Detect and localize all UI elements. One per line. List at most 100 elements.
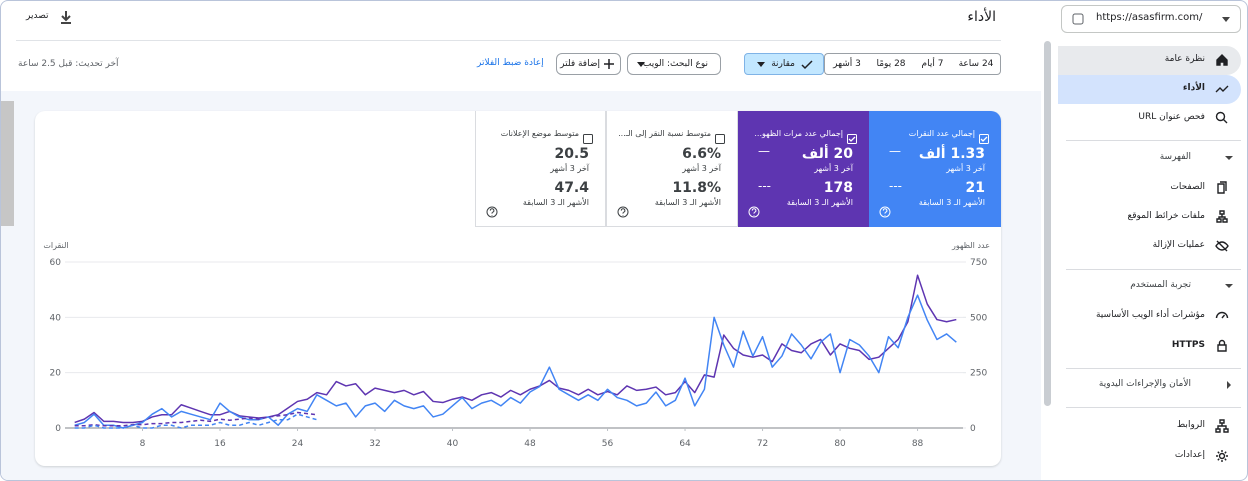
metric-card[interactable]: متوسط موضع الإعلانات 20.5 آخر 3 أشهر 47.4 ال… bbox=[475, 111, 606, 227]
compare-button[interactable]: مقارنة bbox=[744, 53, 824, 75]
nav-icon bbox=[1217, 339, 1227, 352]
nav-icon-shape bbox=[1216, 450, 1228, 462]
dropdown-icon bbox=[757, 62, 765, 67]
nav-item[interactable]: الأداء bbox=[1058, 75, 1241, 104]
section-toggle[interactable] bbox=[1225, 154, 1233, 162]
reset-filters-link[interactable]: إعادة ضبط الفلاتر bbox=[477, 58, 544, 68]
add-filter-button[interactable]: إضافة فلتر bbox=[556, 53, 621, 75]
nav-icon-shape bbox=[1217, 181, 1227, 194]
card-previous: 11.8% bbox=[672, 180, 721, 196]
nav-icon bbox=[1215, 419, 1229, 433]
nav-divider bbox=[1066, 368, 1241, 369]
help-icon[interactable] bbox=[748, 206, 760, 218]
nav-icon bbox=[1215, 85, 1229, 93]
nav-label: مؤشرات أداء الويب الأساسية bbox=[1095, 310, 1205, 320]
dropdown-icon bbox=[637, 62, 645, 67]
checkbox[interactable] bbox=[583, 129, 593, 144]
nav-icon bbox=[1216, 210, 1228, 223]
card-period: آخر 3 أشهر bbox=[550, 164, 589, 173]
checkbox-box bbox=[583, 134, 593, 144]
nav-icon-shape bbox=[1215, 111, 1228, 124]
nav-label: الروابط bbox=[1176, 420, 1205, 430]
nav-icon-shape bbox=[1216, 54, 1228, 66]
card-previous-period: الأشهر الـ 3 السابقة bbox=[654, 198, 721, 207]
checkbox[interactable] bbox=[715, 129, 725, 144]
range-button[interactable]: 28 يومًا bbox=[868, 53, 913, 75]
card-previous-period: الأشهر الـ 3 السابقة bbox=[918, 198, 985, 207]
card-value: 20 ألف bbox=[801, 146, 853, 162]
checkbox[interactable] bbox=[979, 129, 989, 144]
nav-item[interactable]: ملفات خرائط الموقع bbox=[1058, 203, 1241, 232]
checkbox-tick bbox=[848, 136, 856, 142]
nav-item[interactable]: مؤشرات أداء الويب الأساسية bbox=[1058, 302, 1241, 331]
range-button[interactable]: 3 أشهر bbox=[824, 53, 869, 75]
nav-label: ملفات خرائط الموقع bbox=[1127, 211, 1205, 221]
help-circle bbox=[879, 206, 891, 218]
metric-card[interactable]: إجمالي عدد مرات الظهو... 20 ألف آخر 3 أشهر… bbox=[738, 111, 869, 227]
help-icon[interactable] bbox=[486, 206, 498, 218]
help-icon[interactable] bbox=[879, 206, 891, 218]
nav-item[interactable]: عمليات الإزالة bbox=[1058, 232, 1241, 261]
checkbox[interactable] bbox=[847, 129, 857, 144]
dropdown-icon bbox=[1222, 17, 1230, 22]
plus-icon bbox=[604, 59, 614, 69]
section-toggle[interactable] bbox=[1225, 282, 1233, 290]
nav-item[interactable]: إعدادات bbox=[1058, 442, 1241, 471]
metric-card[interactable]: متوسط نسبة النقر إلى الـ... 6.6% آخر 3 أشه… bbox=[606, 111, 738, 227]
nav-item[interactable]: الروابط bbox=[1058, 412, 1241, 441]
metric-card[interactable]: إجمالي عدد النقرات 1.33 ألف آخر 3 أشهر 21 ال… bbox=[869, 111, 1001, 227]
page-title: الأداء bbox=[967, 9, 996, 25]
compare-label: مقارنة bbox=[771, 59, 795, 69]
checkbox-icon bbox=[979, 134, 989, 144]
help-mark bbox=[882, 208, 888, 216]
checkbox-icon bbox=[715, 134, 725, 144]
nav-icon bbox=[1217, 181, 1227, 194]
search-type-label: نوع البحث: الويب bbox=[642, 59, 708, 69]
help-mark bbox=[620, 208, 626, 216]
card-value: 6.6% bbox=[682, 146, 721, 162]
range-button[interactable]: 7 أيام bbox=[912, 53, 952, 75]
site-icon bbox=[1072, 13, 1084, 25]
card-title: متوسط موضع الإعلانات bbox=[500, 129, 579, 138]
property-selector[interactable]: https://asasfirm.com/ bbox=[1061, 5, 1241, 33]
nav-label: HTTPS bbox=[1171, 340, 1205, 350]
checkbox-box bbox=[979, 134, 989, 144]
nav-label: نظرة عامة bbox=[1164, 54, 1205, 64]
help-circle bbox=[617, 206, 629, 218]
card-previous-period: الأشهر الـ 3 السابقة bbox=[786, 198, 853, 207]
nav-label: فحص عنوان URL bbox=[1138, 112, 1205, 122]
card-period: آخر 3 أشهر bbox=[682, 164, 721, 173]
card-previous: 178 bbox=[823, 180, 853, 196]
nav-icon-shape bbox=[1215, 85, 1229, 93]
check-icon bbox=[801, 60, 813, 70]
nav-divider bbox=[1066, 269, 1241, 270]
nav-item[interactable]: HTTPS bbox=[1058, 332, 1241, 361]
checkbox-box bbox=[847, 134, 857, 144]
checkbox-icon bbox=[583, 134, 593, 144]
help-mark bbox=[751, 208, 757, 216]
section-toggle[interactable] bbox=[1225, 381, 1233, 389]
card-period: آخر 3 أشهر bbox=[946, 164, 985, 173]
scrollbar[interactable] bbox=[1044, 41, 1051, 406]
range-button[interactable]: 24 ساعة bbox=[951, 53, 1001, 75]
card-period: آخر 3 أشهر bbox=[814, 164, 853, 173]
toggle-arrow bbox=[1227, 381, 1231, 389]
nav-icon bbox=[1216, 450, 1228, 462]
scrollbar[interactable] bbox=[1, 101, 14, 226]
checkbox-tick bbox=[980, 136, 988, 142]
help-icon[interactable] bbox=[617, 206, 629, 218]
search-type-button[interactable]: نوع البحث: الويب bbox=[627, 53, 721, 75]
nav-item[interactable]: الصفحات bbox=[1058, 174, 1241, 203]
nav-item[interactable]: نظرة عامة bbox=[1058, 46, 1241, 75]
nav-icon-shape bbox=[1215, 311, 1229, 319]
last-updated: آخر تحديث: قبل 2.5 ساعة bbox=[18, 59, 119, 69]
nav-divider bbox=[1066, 407, 1241, 408]
nav-item[interactable]: فحص عنوان URL bbox=[1058, 104, 1241, 133]
card-previous-period: الأشهر الـ 3 السابقة bbox=[522, 198, 589, 207]
nav-icon bbox=[1215, 111, 1228, 124]
nav-divider bbox=[1066, 140, 1241, 141]
nav-icon bbox=[1215, 240, 1229, 252]
export-label: تصدير bbox=[26, 11, 49, 21]
nav-icon-shape bbox=[1215, 419, 1229, 433]
